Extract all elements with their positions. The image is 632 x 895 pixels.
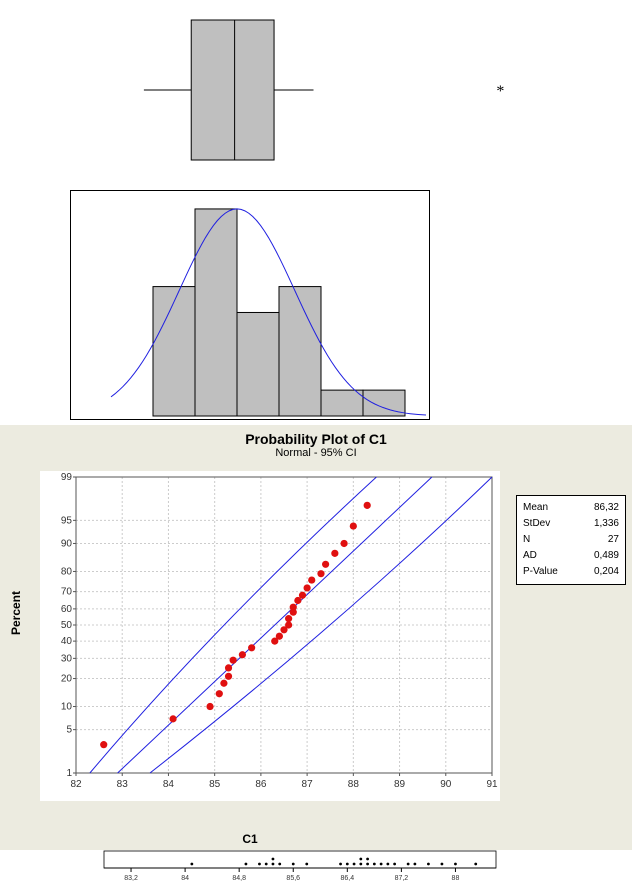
svg-text:95: 95: [61, 515, 73, 526]
stat-key: N: [523, 532, 530, 548]
boxplot-svg: *: [0, 0, 632, 180]
svg-text:86: 86: [255, 779, 267, 790]
stat-val: 1,336: [594, 516, 619, 532]
svg-text:85,6: 85,6: [286, 875, 300, 882]
probplot-stats: Mean 86,32 StDev 1,336 N 27 AD 0,489 P-Value 0,20…: [516, 495, 626, 585]
svg-text:20: 20: [61, 674, 73, 685]
histogram-svg: [71, 191, 431, 421]
svg-text:89: 89: [394, 779, 406, 790]
stat-row-ad: AD 0,489: [523, 548, 619, 564]
svg-text:*: *: [496, 83, 504, 100]
stat-row-p-value: P-Value 0,204: [523, 564, 619, 580]
stat-val: 0,204: [594, 564, 619, 580]
svg-text:91: 91: [486, 779, 498, 790]
stat-row-mean: Mean 86,32: [523, 500, 619, 516]
probability-plot: Probability Plot of C1 Normal - 95% CI P…: [0, 425, 632, 850]
svg-text:80: 80: [61, 566, 73, 577]
svg-text:88: 88: [452, 875, 460, 882]
svg-text:87,2: 87,2: [395, 875, 409, 882]
probplot-ylabel: Percent: [9, 591, 23, 635]
probplot-subtitle: Normal - 95% CI: [0, 447, 632, 461]
boxplot: *: [0, 0, 632, 180]
svg-text:50: 50: [61, 620, 73, 631]
stat-val: 0,489: [594, 548, 619, 564]
stat-row-n: N 27: [523, 532, 619, 548]
probplot-xlabel: C1: [0, 832, 500, 846]
probplot-svg: 1 5 10 20 30 40 50 60 70 80 90 95 99 82 83 84 85 86 87 88 89…: [40, 471, 500, 801]
stat-row-stdev: StDev 1,336: [523, 516, 619, 532]
svg-text:84: 84: [181, 875, 189, 882]
svg-text:83: 83: [117, 779, 129, 790]
svg-text:70: 70: [61, 587, 73, 598]
stat-key: AD: [523, 548, 537, 564]
svg-text:99: 99: [61, 472, 73, 483]
stat-val: 27: [608, 532, 619, 548]
svg-text:84: 84: [163, 779, 175, 790]
svg-text:84,8: 84,8: [232, 875, 246, 882]
svg-text:5: 5: [66, 725, 72, 736]
probplot-area: 1 5 10 20 30 40 50 60 70 80 90 95 99 82 83 84 85 86 87 88 89…: [40, 471, 500, 801]
rugplot: 83,2 84 84,8 85,6 86,4 87,2 88: [100, 850, 500, 890]
svg-text:10: 10: [61, 702, 73, 713]
svg-text:60: 60: [61, 604, 73, 615]
svg-text:90: 90: [440, 779, 452, 790]
svg-text:90: 90: [61, 538, 73, 549]
stat-key: StDev: [523, 516, 550, 532]
rugplot-svg: 83,2 84 84,8 85,6 86,4 87,2 88: [100, 850, 500, 890]
histogram: [70, 190, 430, 420]
stat-key: P-Value: [523, 564, 558, 580]
stat-val: 86,32: [594, 500, 619, 516]
svg-text:1: 1: [66, 768, 72, 779]
svg-text:40: 40: [61, 636, 73, 647]
svg-text:88: 88: [348, 779, 360, 790]
probplot-title: Probability Plot of C1: [0, 425, 632, 447]
svg-text:87: 87: [302, 779, 314, 790]
probplot-ylabel-wrap: Percent: [6, 425, 26, 801]
svg-text:86,4: 86,4: [340, 875, 354, 882]
svg-text:83,2: 83,2: [124, 875, 138, 882]
stat-key: Mean: [523, 500, 548, 516]
svg-text:85: 85: [209, 779, 221, 790]
svg-text:82: 82: [70, 779, 82, 790]
svg-text:30: 30: [61, 653, 73, 664]
